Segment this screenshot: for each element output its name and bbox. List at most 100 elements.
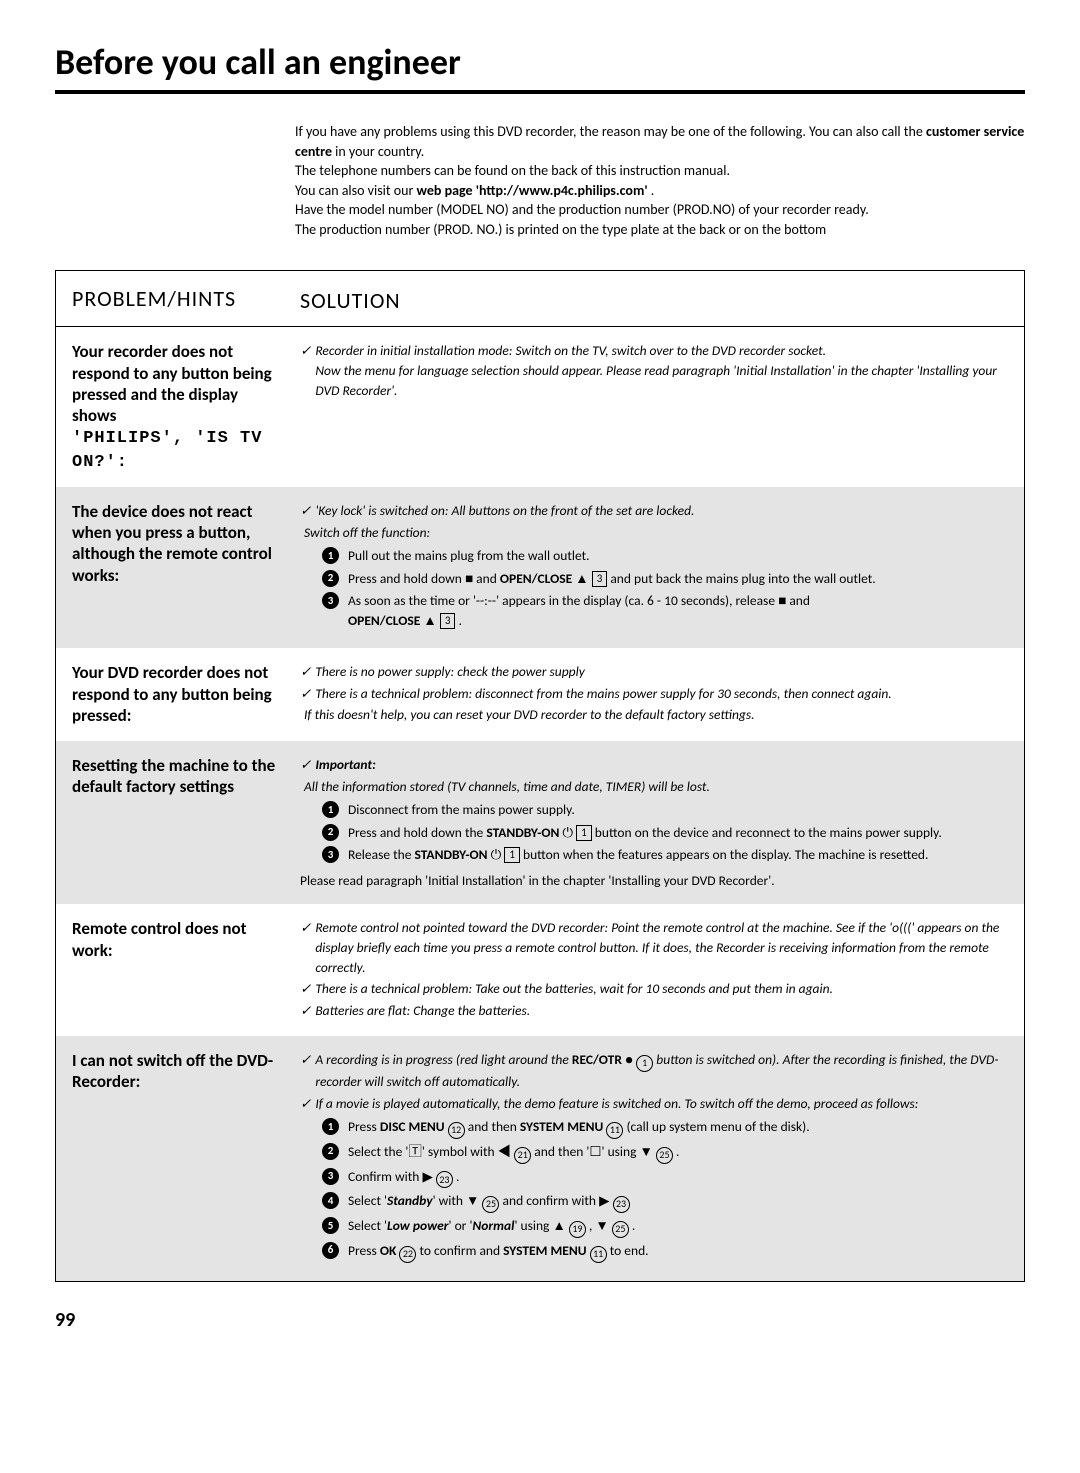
r6-step2a: Select the ' [348,1143,408,1160]
problem-cell: I can not switch off the DVD-Recorder: [56,1036,296,1280]
circ-ref-22: 22 [399,1246,416,1263]
table-row: The device does not react when you press… [56,487,1024,648]
r4-step2: Press and hold down the STANDBY-ON ⏻ 1 b… [322,823,1006,843]
r6-step5d: Normal [472,1217,514,1234]
r4-hint1: ✓Important: [300,755,1006,775]
r1-problem: Your recorder does not respond to any bu… [72,341,272,426]
btn-ref-1: 1 [504,847,520,863]
check-icon: ✓ [300,501,311,521]
r3-hint2: ✓There is a technical problem: disconnec… [300,684,1006,704]
r6-hint2: ✓If a movie is played automatically, the… [300,1094,1006,1114]
circ-ref-25: 25 [612,1221,629,1238]
r1-hint: ✓ Recorder in initial installation mode:… [300,341,1006,400]
r4-step3: Release the STANDBY-ON ⏻ 1 button when t… [322,845,1006,865]
solution-cell: ✓Important: All the information stored (… [296,741,1024,904]
r3-hint1: ✓There is no power supply: check the pow… [300,662,1006,682]
r2-hint1: ✓'Key lock' is switched on: All buttons … [300,501,1006,521]
r5-check2: There is a technical problem: Take out t… [315,979,833,999]
r5-hint3: ✓Batteries are flat: Change the batterie… [300,1001,1006,1021]
r6-step4: Select 'Standby' with ▼ 25 and confirm w… [322,1191,1006,1213]
r4-check1: Important: [315,755,376,775]
r6-step1e: (call up system menu of the disk). [623,1118,809,1135]
solution-cell: ✓There is no power supply: check the pow… [296,648,1024,741]
right-icon: ▶ [422,1168,432,1185]
check-icon: ✓ [300,341,311,361]
r3-line3: If this doesn't help, you can reset your… [300,705,1006,725]
problem-cell: Your DVD recorder does not respond to an… [56,648,296,741]
r4-step3a: Release the [348,846,415,863]
circ-ref-11: 11 [606,1122,623,1139]
r2-step3c: OPEN/CLOSE [348,612,420,629]
r6-step6a: Press [348,1242,380,1259]
r2-check1: 'Key lock' is switched on: All buttons o… [315,501,694,521]
r6-step5a: Select ' [348,1217,387,1234]
problem-cell: Your recorder does not respond to any bu… [56,327,296,487]
r4-steps: Disconnect from the mains power supply. … [322,800,1006,865]
r5-check1: Remote control not pointed toward the DV… [315,918,1006,977]
check-icon: ✓ [300,1050,311,1070]
check-icon: ✓ [300,1094,311,1114]
r2-steps: Pull out the mains plug from the wall ou… [322,546,1006,630]
r2-step3: As soon as the time or '--:--' appears i… [322,591,1006,630]
r6-check1a: A recording is in progress (red light ar… [315,1051,572,1068]
btn-ref-3: 3 [440,613,456,629]
r6-step2c: and then ' [531,1143,589,1160]
r6-step5g: . [629,1217,635,1234]
circ-ref-12: 12 [448,1122,465,1139]
r4-step2a: Press and hold down the [348,824,486,841]
table-row: Resetting the machine to the default fac… [56,741,1024,904]
circ-ref-11: 11 [590,1246,607,1263]
r6-check2: If a movie is played automatically, the … [315,1094,918,1114]
solution-cell: ✓'Key lock' is switched on: All buttons … [296,487,1024,648]
right-icon: ▶ [599,1192,609,1209]
r6-step6e: to end. [607,1242,649,1259]
r2-step1: Pull out the mains plug from the wall ou… [322,546,1006,566]
circ-ref-25: 25 [482,1196,499,1213]
r6-step4a: Select ' [348,1192,387,1209]
intro-line-1: If you have any problems using this DVD … [295,122,1025,161]
circ-ref-21: 21 [514,1147,531,1164]
r6-step5e: ' using [514,1217,552,1234]
r6-step1d: SYSTEM MENU [520,1118,603,1135]
r6-hint1: ✓ A recording is in progress (red light … [300,1050,1006,1091]
tool-icon: 🅃 [408,1143,422,1160]
r2-switchoff: Switch off the function: [300,523,1006,543]
r6-step4b: Standby [387,1192,433,1209]
problem-cell: Resetting the machine to the default fac… [56,741,296,904]
r1-check1a: Recorder in initial installation mode: S… [315,342,826,359]
page-number: 99 [55,1308,1025,1332]
solution-cell: ✓Remote control not pointed toward the D… [296,904,1024,1036]
intro-line-5: The production number (PROD. NO.) is pri… [295,220,1025,240]
r6-step4d: and confirm with [499,1192,599,1209]
r5-hint2: ✓There is a technical problem: Take out … [300,979,1006,999]
box-icon: ☐ [589,1143,601,1160]
r6-step5: Select 'Low power' or 'Normal' using ▲ 1… [322,1216,1006,1238]
r6-step5c: ' or ' [449,1217,473,1234]
table-row: I can not switch off the DVD-Recorder: ✓… [56,1036,1024,1280]
intro-3b: web page 'http://www.p4c.philips.com' [417,182,648,199]
table-header-row: PROBLEM/HINTS SOLUTION [56,271,1024,328]
r4-line2: All the information stored (TV channels,… [300,777,1006,797]
table-row: Your recorder does not respond to any bu… [56,327,1024,487]
intro-1c: in your country. [332,143,424,160]
intro-block: If you have any problems using this DVD … [295,122,1025,240]
check-icon: ✓ [300,918,311,938]
r6-step1b: DISC MENU [380,1118,445,1135]
r4-tail: Please read paragraph 'Initial Installat… [300,871,1006,891]
r6-step1c: and then [465,1118,520,1135]
r2-step2d: and put back the mains plug into the wal… [607,570,875,587]
r6-step5f: , [586,1217,595,1234]
r6-step5b: Low power [387,1217,449,1234]
r2-step3b: and [786,592,810,609]
r4-step2b: STANDBY-ON [486,824,559,841]
title-rule [55,90,1025,94]
check-icon: ✓ [300,755,311,775]
r6-step2: Select the '🅃' symbol with ◀ 21 and then… [322,1142,1006,1164]
down-icon: ▼ [466,1192,479,1209]
intro-3c: . [648,182,655,199]
r6-step6d: SYSTEM MENU [503,1242,586,1259]
r6-step6: Press OK 22 to confirm and SYSTEM MENU 1… [322,1241,1006,1263]
intro-line-2: The telephone numbers can be found on th… [295,161,1025,181]
solution-cell: ✓ Recorder in initial installation mode:… [296,327,1024,487]
table-row: Remote control does not work: ✓Remote co… [56,904,1024,1036]
